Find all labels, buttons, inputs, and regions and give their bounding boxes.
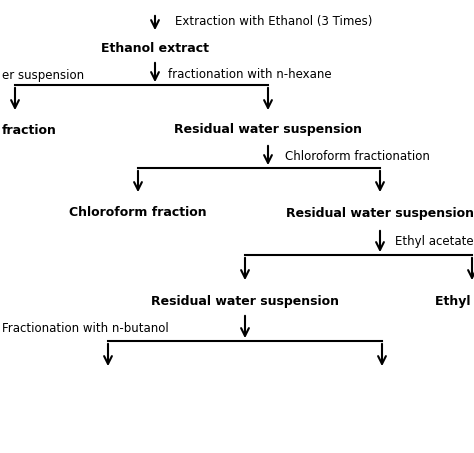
Text: Chloroform fractionation: Chloroform fractionation	[285, 149, 430, 163]
Text: Fractionation with n-butanol: Fractionation with n-butanol	[2, 322, 169, 334]
Text: Ethyl acet: Ethyl acet	[435, 294, 474, 308]
Text: fraction: fraction	[2, 124, 57, 136]
Text: Residual water suspension: Residual water suspension	[286, 207, 474, 220]
Text: er suspension: er suspension	[2, 68, 84, 82]
Text: Residual water suspension: Residual water suspension	[151, 294, 339, 308]
Text: Ethyl acetate f: Ethyl acetate f	[395, 236, 474, 249]
Text: Residual water suspension: Residual water suspension	[174, 124, 362, 136]
Text: Ethanol extract: Ethanol extract	[101, 42, 209, 54]
Text: fractionation with n-hexane: fractionation with n-hexane	[168, 68, 332, 82]
Text: Chloroform fraction: Chloroform fraction	[69, 207, 207, 220]
Text: Extraction with Ethanol (3 Times): Extraction with Ethanol (3 Times)	[175, 14, 373, 28]
